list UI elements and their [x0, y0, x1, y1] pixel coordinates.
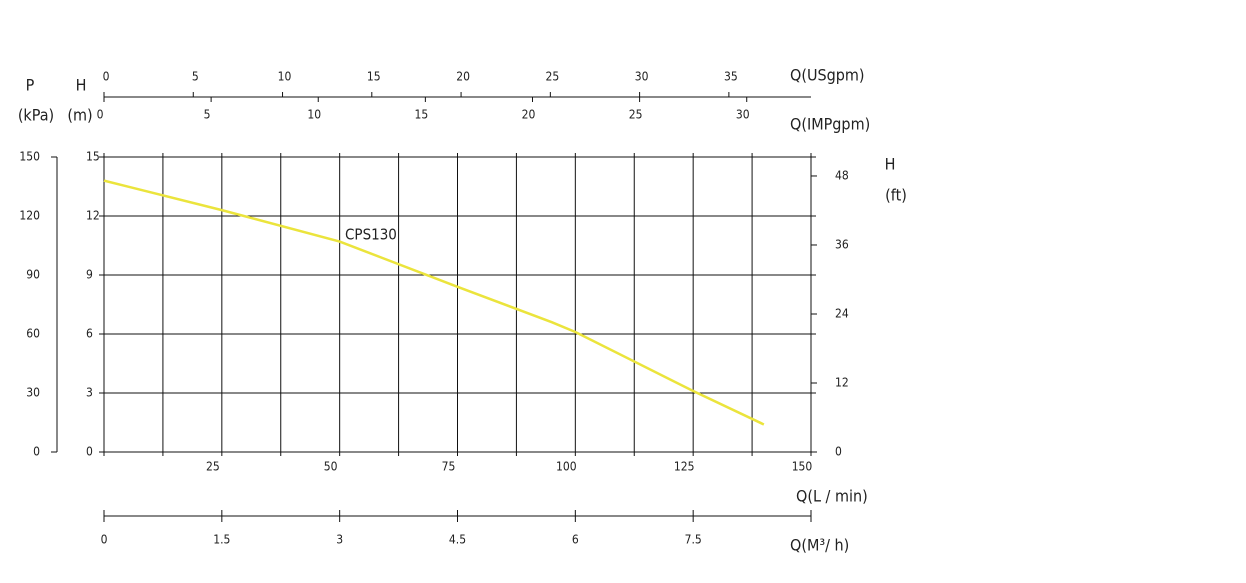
x-tick-label: 50: [324, 460, 338, 474]
impgpm_axis-tick-label: 30: [736, 108, 750, 122]
y-tick-label: 9: [86, 268, 93, 282]
y-tick-label: 6: [86, 327, 93, 341]
m3h_axis-tick-label: 6: [572, 533, 579, 547]
p-tick-label: 30: [26, 386, 40, 400]
series-label: CPS130: [345, 226, 397, 244]
impgpm_axis-tick-label: 0: [97, 108, 104, 122]
ft-tick-label: 0: [835, 445, 842, 459]
usgpm_axis-tick-label: 5: [192, 70, 199, 84]
y-axis-label: H: [76, 76, 87, 95]
usgpm_axis-tick-label: 20: [456, 70, 470, 84]
x-tick-label: 75: [442, 460, 456, 474]
ft-axis-unit: (ft): [885, 186, 907, 205]
ft-tick-label: 48: [835, 168, 849, 182]
y-axis-unit: (m): [67, 106, 92, 125]
p-tick-label: 90: [26, 268, 40, 282]
m3h_axis-tick-label: 0: [101, 533, 108, 547]
x-tick-label: 150: [792, 460, 813, 474]
p-tick-label: 120: [19, 209, 40, 223]
p-tick-label: 60: [26, 327, 40, 341]
impgpm_axis-tick-label: 10: [307, 108, 321, 122]
ft-tick-label: 24: [835, 306, 849, 320]
ft-tick-label: 12: [835, 375, 849, 389]
x-tick-label: 25: [206, 460, 220, 474]
curve: [103, 179, 765, 426]
p-axis-unit: (kPa): [18, 106, 54, 125]
usgpm-axis-label: Q(USgpm): [790, 66, 865, 85]
usgpm_axis-tick-label: 25: [545, 70, 559, 84]
impgpm_axis-tick-label: 25: [629, 108, 643, 122]
y-tick-label: 15: [86, 150, 100, 164]
x-axis-label: Q(L / min): [796, 487, 868, 506]
usgpm_axis-tick-label: 30: [635, 70, 649, 84]
usgpm_axis-tick-label: 0: [103, 70, 110, 84]
y-tick-label: 12: [86, 209, 100, 223]
impgpm_axis-tick-label: 15: [414, 108, 428, 122]
p-tick-label: 150: [19, 150, 40, 164]
ft-tick-label: 36: [835, 237, 849, 251]
ft-axis-label: H: [885, 155, 896, 174]
impgpm_axis-tick-label: 20: [522, 108, 536, 122]
m3h_axis-tick-label: 4.5: [449, 533, 466, 547]
m3h_axis-tick-label: 3: [336, 533, 343, 547]
x-tick-label: 125: [674, 460, 695, 474]
m3h-axis-label: Q(M³/ h): [790, 536, 849, 555]
usgpm_axis-tick-label: 15: [367, 70, 381, 84]
x-tick-label: 100: [556, 460, 577, 474]
usgpm_axis-tick-label: 10: [278, 70, 292, 84]
p-axis-label: P: [26, 76, 35, 95]
impgpm-axis-label: Q(IMPgpm): [790, 115, 870, 134]
usgpm_axis-tick-label: 35: [724, 70, 738, 84]
y-tick-label: 0: [86, 445, 93, 459]
m3h_axis-tick-label: 1.5: [213, 533, 230, 547]
y-tick-label: 3: [86, 386, 93, 400]
p-tick-label: 0: [33, 445, 40, 459]
m3h_axis-tick-label: 7.5: [685, 533, 702, 547]
impgpm_axis-tick-label: 5: [204, 108, 211, 122]
